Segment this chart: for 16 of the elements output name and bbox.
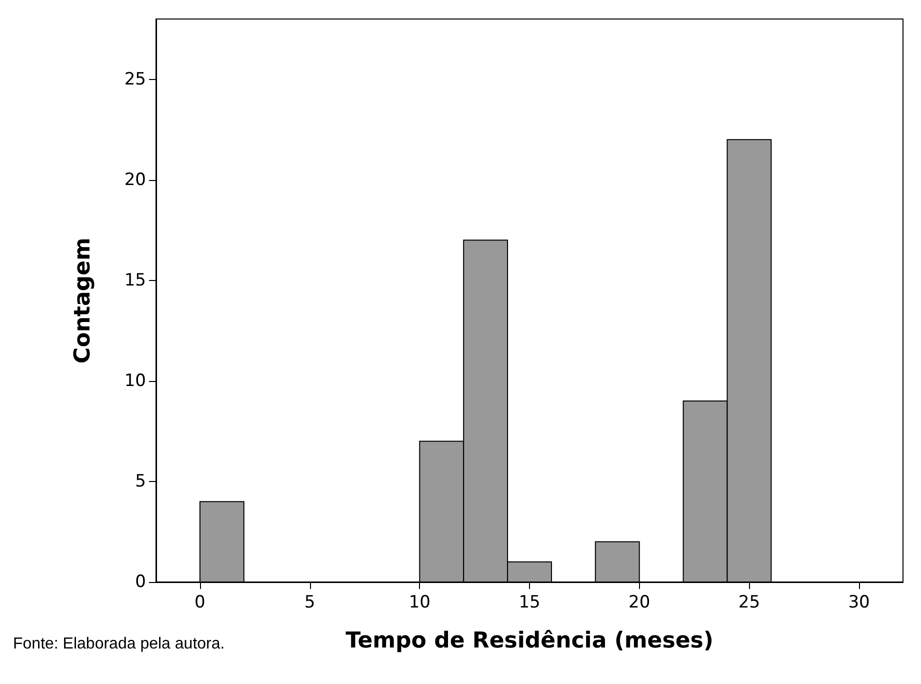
x-tick-label: 15 xyxy=(518,592,540,612)
x-tick-label: 30 xyxy=(848,592,870,612)
y-tick-label: 10 xyxy=(124,370,146,391)
y-tick-label: 0 xyxy=(135,572,146,592)
x-tick-label: 20 xyxy=(628,592,650,612)
y-axis-title: Contagem xyxy=(70,238,96,364)
x-tick-label: 10 xyxy=(408,592,430,612)
x-axis-title: Tempo de Residência (meses) xyxy=(346,628,714,654)
source-note: Fonte: Elaborada pela autora. xyxy=(13,636,225,652)
y-tick-label: 5 xyxy=(135,471,146,492)
x-tick-label: 25 xyxy=(738,592,760,612)
y-tick-label: 25 xyxy=(124,69,146,90)
y-tick-label: 20 xyxy=(124,170,146,190)
x-tick-label: 0 xyxy=(194,592,206,612)
y-tick-label: 15 xyxy=(124,270,146,290)
x-tick-label: 5 xyxy=(304,592,316,612)
